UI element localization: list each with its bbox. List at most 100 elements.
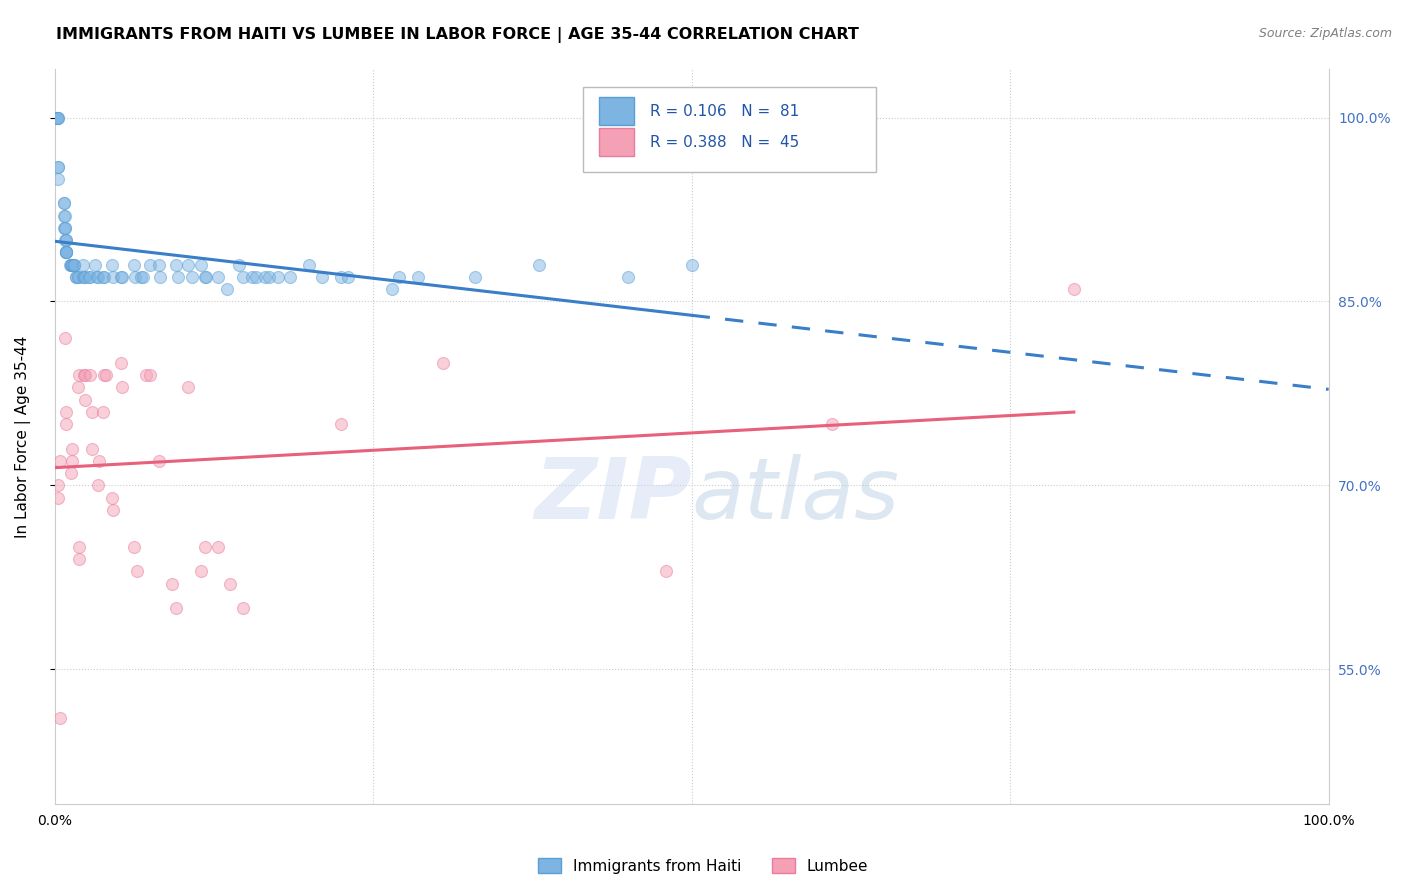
- Point: [75, 392, 97, 407]
- Point: [194, 270, 217, 285]
- Point: [73, 270, 96, 285]
- Point: [177, 380, 200, 394]
- Point: [266, 270, 288, 285]
- Point: [48, 160, 70, 174]
- Point: [55, 405, 77, 419]
- Point: [181, 270, 204, 285]
- Point: [406, 270, 429, 285]
- Point: [464, 270, 486, 285]
- Point: [101, 258, 124, 272]
- Point: [75, 270, 97, 285]
- Point: [55, 245, 77, 260]
- Point: [111, 270, 134, 285]
- Point: [336, 270, 359, 285]
- Point: [48, 172, 70, 186]
- Point: [55, 233, 77, 247]
- Point: [219, 576, 242, 591]
- Point: [53, 221, 76, 235]
- Text: R = 0.388   N =  45: R = 0.388 N = 45: [650, 135, 799, 150]
- Point: [48, 491, 70, 505]
- Point: [46, 111, 69, 125]
- Point: [103, 503, 125, 517]
- Point: [122, 540, 145, 554]
- Point: [55, 245, 77, 260]
- Text: R = 0.106   N =  81: R = 0.106 N = 81: [650, 103, 799, 119]
- Point: [60, 258, 83, 272]
- Point: [87, 478, 110, 492]
- Point: [298, 258, 321, 272]
- Point: [72, 258, 94, 272]
- Point: [46, 111, 69, 125]
- Point: [48, 160, 70, 174]
- Point: [148, 258, 170, 272]
- Point: [177, 258, 200, 272]
- Point: [94, 368, 117, 382]
- Point: [66, 270, 89, 285]
- Point: [388, 270, 411, 285]
- Point: [228, 258, 250, 272]
- Point: [617, 270, 640, 285]
- Point: [65, 270, 87, 285]
- Point: [79, 270, 101, 285]
- Point: [432, 356, 454, 370]
- Point: [66, 270, 89, 285]
- Point: [1063, 282, 1085, 296]
- Point: [77, 270, 100, 285]
- Point: [67, 368, 90, 382]
- Point: [215, 282, 238, 296]
- Point: [52, 209, 75, 223]
- Point: [655, 564, 678, 578]
- Point: [139, 258, 162, 272]
- Point: [821, 417, 844, 431]
- Point: [195, 270, 218, 285]
- Point: [66, 380, 89, 394]
- Point: [62, 258, 84, 272]
- Point: [48, 711, 70, 725]
- Point: [86, 270, 108, 285]
- Point: [55, 233, 77, 247]
- Point: [527, 258, 550, 272]
- Point: [53, 331, 76, 345]
- Text: Source: ZipAtlas.com: Source: ZipAtlas.com: [1258, 27, 1392, 40]
- Point: [681, 258, 703, 272]
- Point: [62, 258, 84, 272]
- Point: [190, 258, 212, 272]
- Point: [110, 270, 132, 285]
- Point: [167, 270, 190, 285]
- Point: [139, 368, 162, 382]
- Point: [111, 380, 134, 394]
- Point: [165, 258, 187, 272]
- Point: [101, 491, 124, 505]
- Point: [55, 245, 77, 260]
- Point: [190, 564, 212, 578]
- Point: [62, 258, 84, 272]
- Point: [67, 552, 90, 566]
- Point: [46, 111, 69, 125]
- Point: [79, 368, 101, 382]
- Point: [67, 540, 90, 554]
- Y-axis label: In Labor Force | Age 35-44: In Labor Force | Age 35-44: [15, 335, 31, 538]
- Point: [124, 270, 146, 285]
- Point: [278, 270, 301, 285]
- Point: [330, 417, 353, 431]
- Point: [131, 270, 153, 285]
- Point: [52, 196, 75, 211]
- Point: [160, 576, 183, 591]
- Point: [103, 270, 125, 285]
- Bar: [599, 97, 634, 125]
- Point: [62, 454, 84, 468]
- Point: [311, 270, 333, 285]
- Point: [62, 258, 84, 272]
- Point: [110, 356, 132, 370]
- Point: [48, 478, 70, 492]
- Point: [59, 258, 82, 272]
- Point: [91, 405, 114, 419]
- Point: [84, 258, 107, 272]
- Point: [60, 258, 83, 272]
- Point: [207, 270, 229, 285]
- Point: [89, 454, 111, 468]
- Bar: [583, 87, 876, 171]
- Point: [232, 601, 254, 615]
- Point: [135, 368, 157, 382]
- Point: [52, 221, 75, 235]
